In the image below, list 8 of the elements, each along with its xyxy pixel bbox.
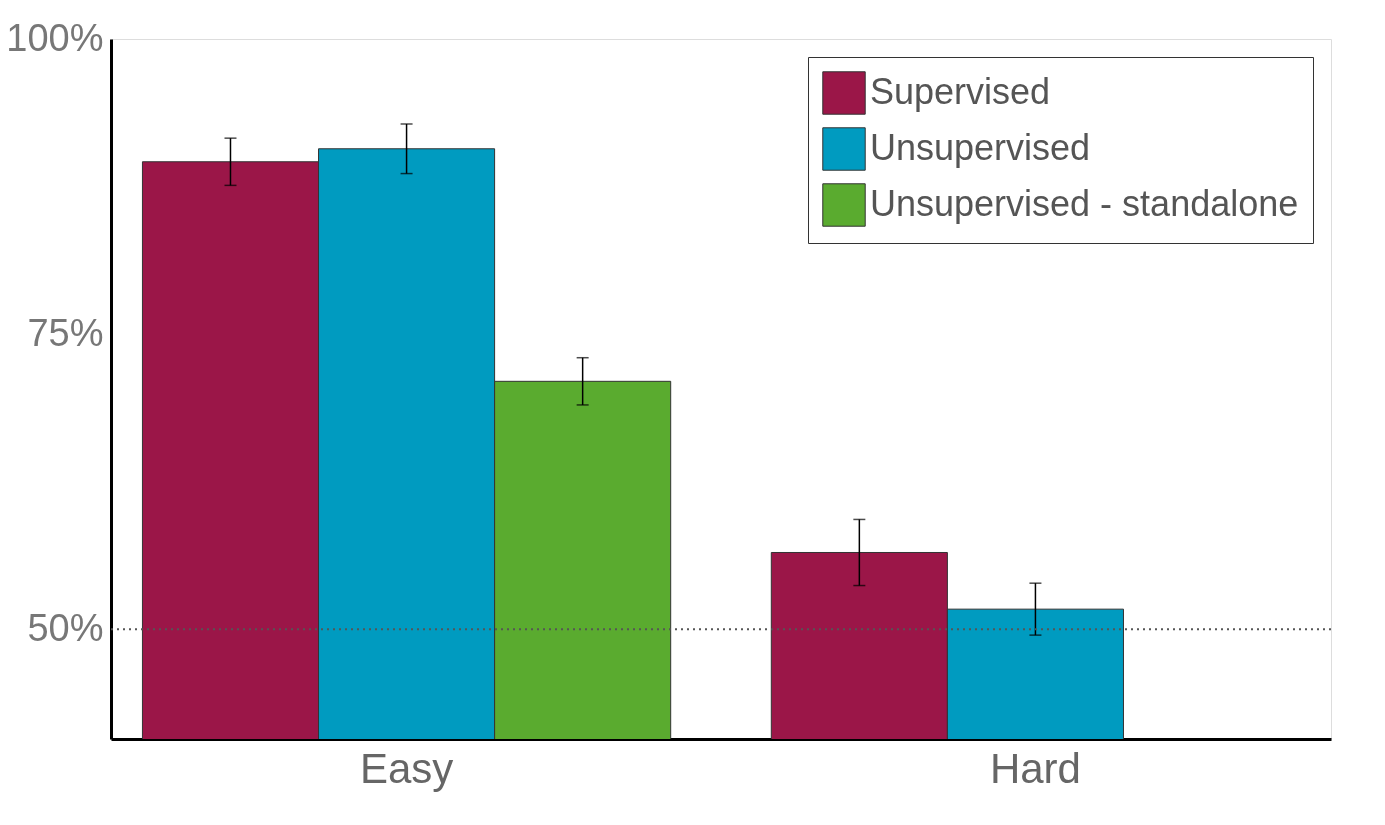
legend-label: Unsupervised	[870, 127, 1091, 168]
x-tick-label: Easy	[359, 744, 454, 792]
y-tick-label: 50%	[27, 606, 104, 649]
legend-label: Unsupervised - standalone	[870, 183, 1299, 224]
x-tick-label: Hard	[989, 744, 1081, 792]
y-tick-label: 100%	[6, 16, 104, 59]
legend-label: Supervised	[870, 71, 1051, 112]
y-tick-label: 75%	[27, 311, 104, 354]
